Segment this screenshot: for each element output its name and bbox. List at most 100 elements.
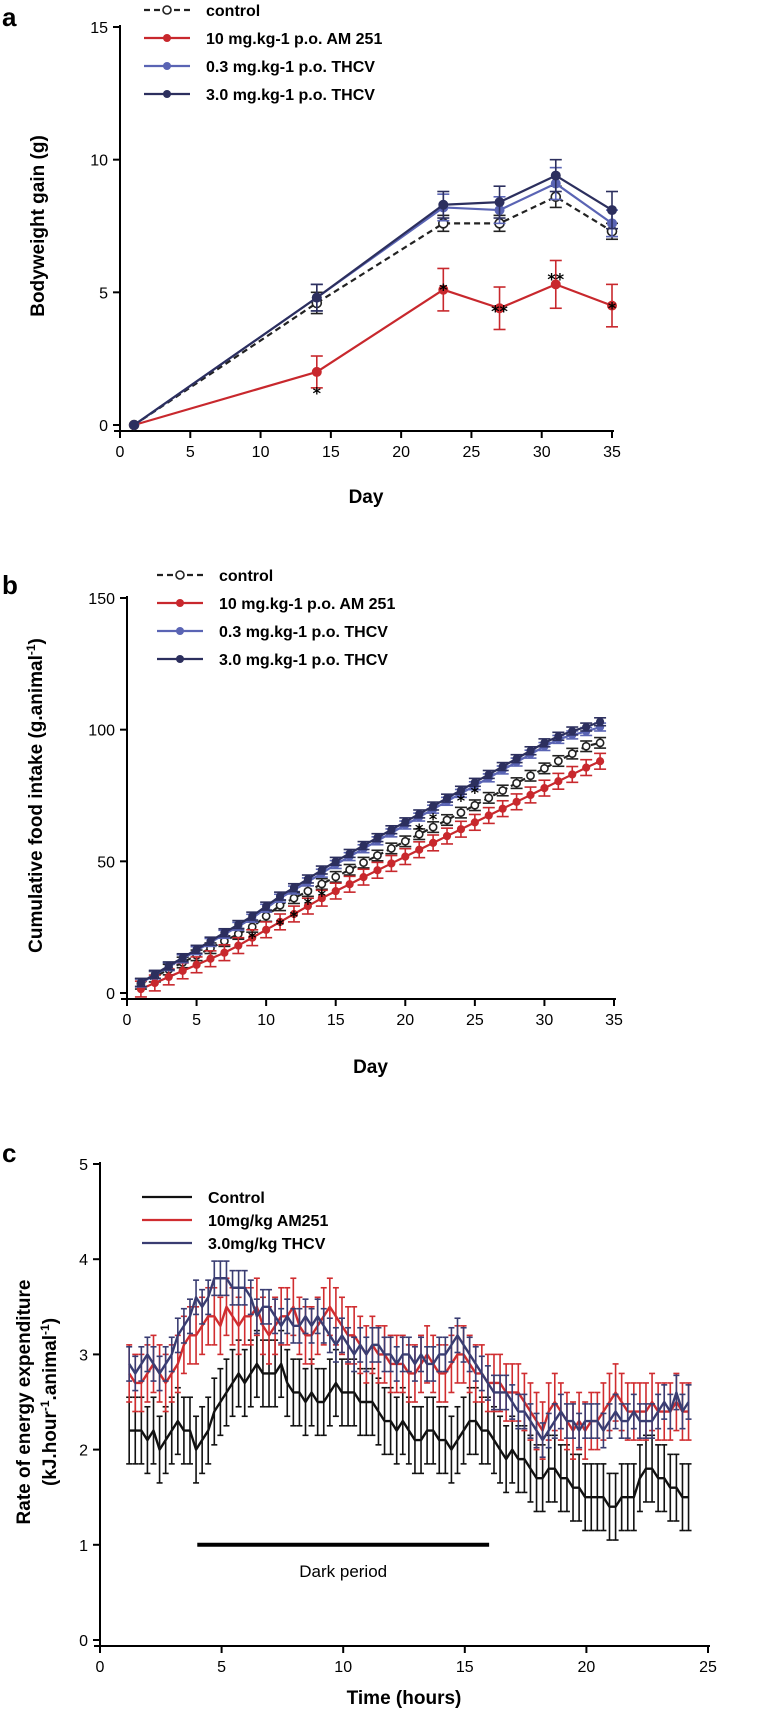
data-point [373,833,382,842]
panel-c: c 0 1 2 3 4 5 0 5 10 15 20 25 Time (hours) Rate of ene… [2,1138,717,1709]
data-point [178,966,187,975]
data-point [550,170,561,181]
data-point [373,851,382,860]
data-point [345,880,354,889]
data-point [289,893,299,903]
legend-marker [175,570,185,580]
data-point [595,757,605,766]
dark-period-label: Dark period [299,1562,387,1581]
y-tick-label: 5 [79,1157,88,1174]
data-point [289,909,299,919]
y-tick-label: 2 [79,1443,88,1460]
series-1 [129,259,618,430]
data-point [345,865,355,875]
data-point [164,972,173,982]
significance-marker: * [313,384,322,403]
x-tick-label: 15 [456,1659,474,1676]
series-line [128,1277,690,1442]
data-point [311,366,322,377]
series-line [133,195,613,426]
data-point [567,749,577,759]
data-point [581,741,591,751]
data-point [512,778,521,788]
data-point [498,804,507,813]
data-point [387,825,396,834]
data-point [345,849,354,858]
data-point [470,818,479,827]
data-point [494,303,505,314]
data-point [262,925,271,934]
data-point [359,841,368,850]
y-tick-label: 4 [79,1252,88,1269]
y-tick-label: 0 [79,1633,88,1650]
significance-marker: ** [547,269,564,288]
data-point [415,809,424,819]
series-0 [126,1329,692,1541]
data-point [206,954,215,963]
data-point [248,933,257,942]
legend-marker [176,599,184,607]
data-point [526,771,535,781]
x-tick-label: 5 [186,444,195,461]
significance-marker: * [318,886,327,905]
data-point [484,811,493,820]
data-point [233,929,243,939]
significance-marker: * [608,299,617,318]
data-point [317,865,326,875]
data-point [206,937,215,946]
data-point [498,762,507,771]
x-tick-label: 0 [123,1012,132,1029]
x-tick-label: 10 [252,444,270,461]
significance-marker: * [439,280,448,299]
series-line [129,1362,689,1508]
series-2 [134,722,607,988]
data-point [178,953,187,962]
data-point [303,886,313,896]
data-point [512,754,521,763]
y-tick-label: 10 [90,153,108,170]
legend-marker [162,5,172,15]
data-point [317,894,326,903]
y-tick-label: 5 [99,285,108,302]
legend-label: Control [208,1190,265,1207]
panel-letter-a: a [2,2,17,32]
legend-marker [163,34,171,42]
y-tick-label: 1 [79,1538,88,1555]
series-3 [129,158,618,430]
data-point [540,738,549,747]
data-point [400,836,410,846]
data-point [192,945,201,954]
data-point [456,808,466,818]
data-point [540,784,549,793]
data-point [192,960,201,969]
series-line [133,174,613,426]
data-point [470,778,479,787]
legend-label: 3.0 mg.kg-1 p.o. THCV [219,652,388,669]
x-tick-label: 25 [463,444,481,461]
x-axis-title: Time (hours) [347,1688,462,1709]
data-point [275,917,285,927]
y-tick-label: 100 [88,723,115,740]
y-axis-title: Bodyweight gain (g) [28,135,49,317]
data-point [494,197,505,208]
data-point [164,961,173,970]
series-line [140,720,601,984]
legend-label: 3.0mg/kg THCV [208,1236,326,1253]
significance-marker: * [415,820,424,839]
data-point [442,794,452,803]
series-line [140,741,601,985]
data-point [220,928,229,937]
series-1 [134,752,607,998]
data-point [429,801,438,811]
legend-label: control [206,3,260,20]
data-point [540,763,549,773]
data-point [136,978,146,987]
data-point [526,790,535,800]
panel-b: b 0 50 100 150 0 5 10 15 20 25 30 35 Day Cumulative fo… [2,568,623,1078]
panel-letter-b: b [2,570,18,600]
x-tick-label: 15 [327,1012,345,1029]
data-point [582,722,591,732]
x-tick-label: 30 [536,1012,554,1029]
data-point [331,872,341,882]
legend-label: 0.3 mg.kg-1 p.o. THCV [206,59,375,76]
